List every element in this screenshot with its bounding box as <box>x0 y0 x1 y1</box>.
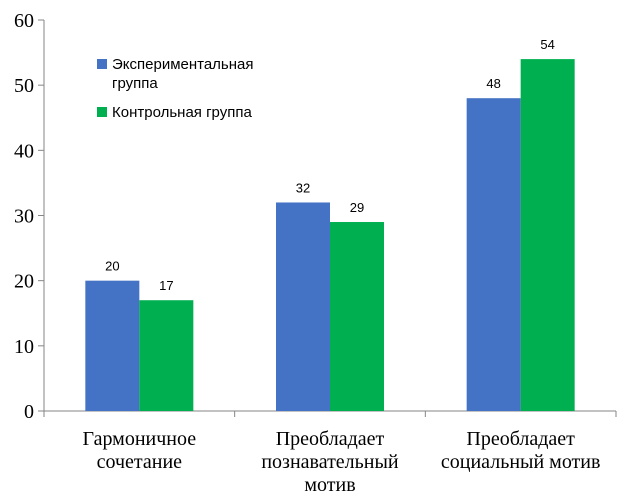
x-category-label: социальный мотив <box>441 451 601 473</box>
legend-label: Контрольная группа <box>112 104 252 121</box>
bar-control <box>139 300 194 411</box>
data-label: 48 <box>486 76 500 91</box>
y-tick-label: 0 <box>24 401 34 423</box>
data-label: 29 <box>350 200 364 215</box>
x-category-label: сочетание <box>97 451 183 473</box>
bar-experimental <box>85 280 140 411</box>
legend-label: группа <box>112 75 158 92</box>
x-category-label: Преобладает <box>466 428 575 450</box>
data-label: 17 <box>159 278 173 293</box>
x-category-label: Преобладает <box>276 428 385 450</box>
y-tick-label: 50 <box>14 75 34 97</box>
x-category-label: Гармоничное <box>83 428 197 450</box>
y-tick-label: 40 <box>14 140 34 162</box>
y-tick-label: 60 <box>14 10 34 32</box>
x-category-label: познавательный <box>261 451 399 473</box>
data-label: 32 <box>296 180 310 195</box>
legend-swatch <box>97 59 107 69</box>
bar-experimental <box>466 98 521 411</box>
x-category-label: мотив <box>304 474 355 496</box>
y-tick-label: 10 <box>14 336 34 358</box>
y-tick-label: 30 <box>14 206 34 228</box>
bar-control <box>330 222 384 411</box>
legend-swatch <box>97 107 107 117</box>
bar-control <box>520 59 575 411</box>
data-label: 54 <box>540 37 554 52</box>
data-label: 20 <box>105 259 119 274</box>
bar-experimental <box>276 202 330 411</box>
y-tick-label: 20 <box>14 271 34 293</box>
legend-label: Экспериментальная <box>112 56 254 73</box>
